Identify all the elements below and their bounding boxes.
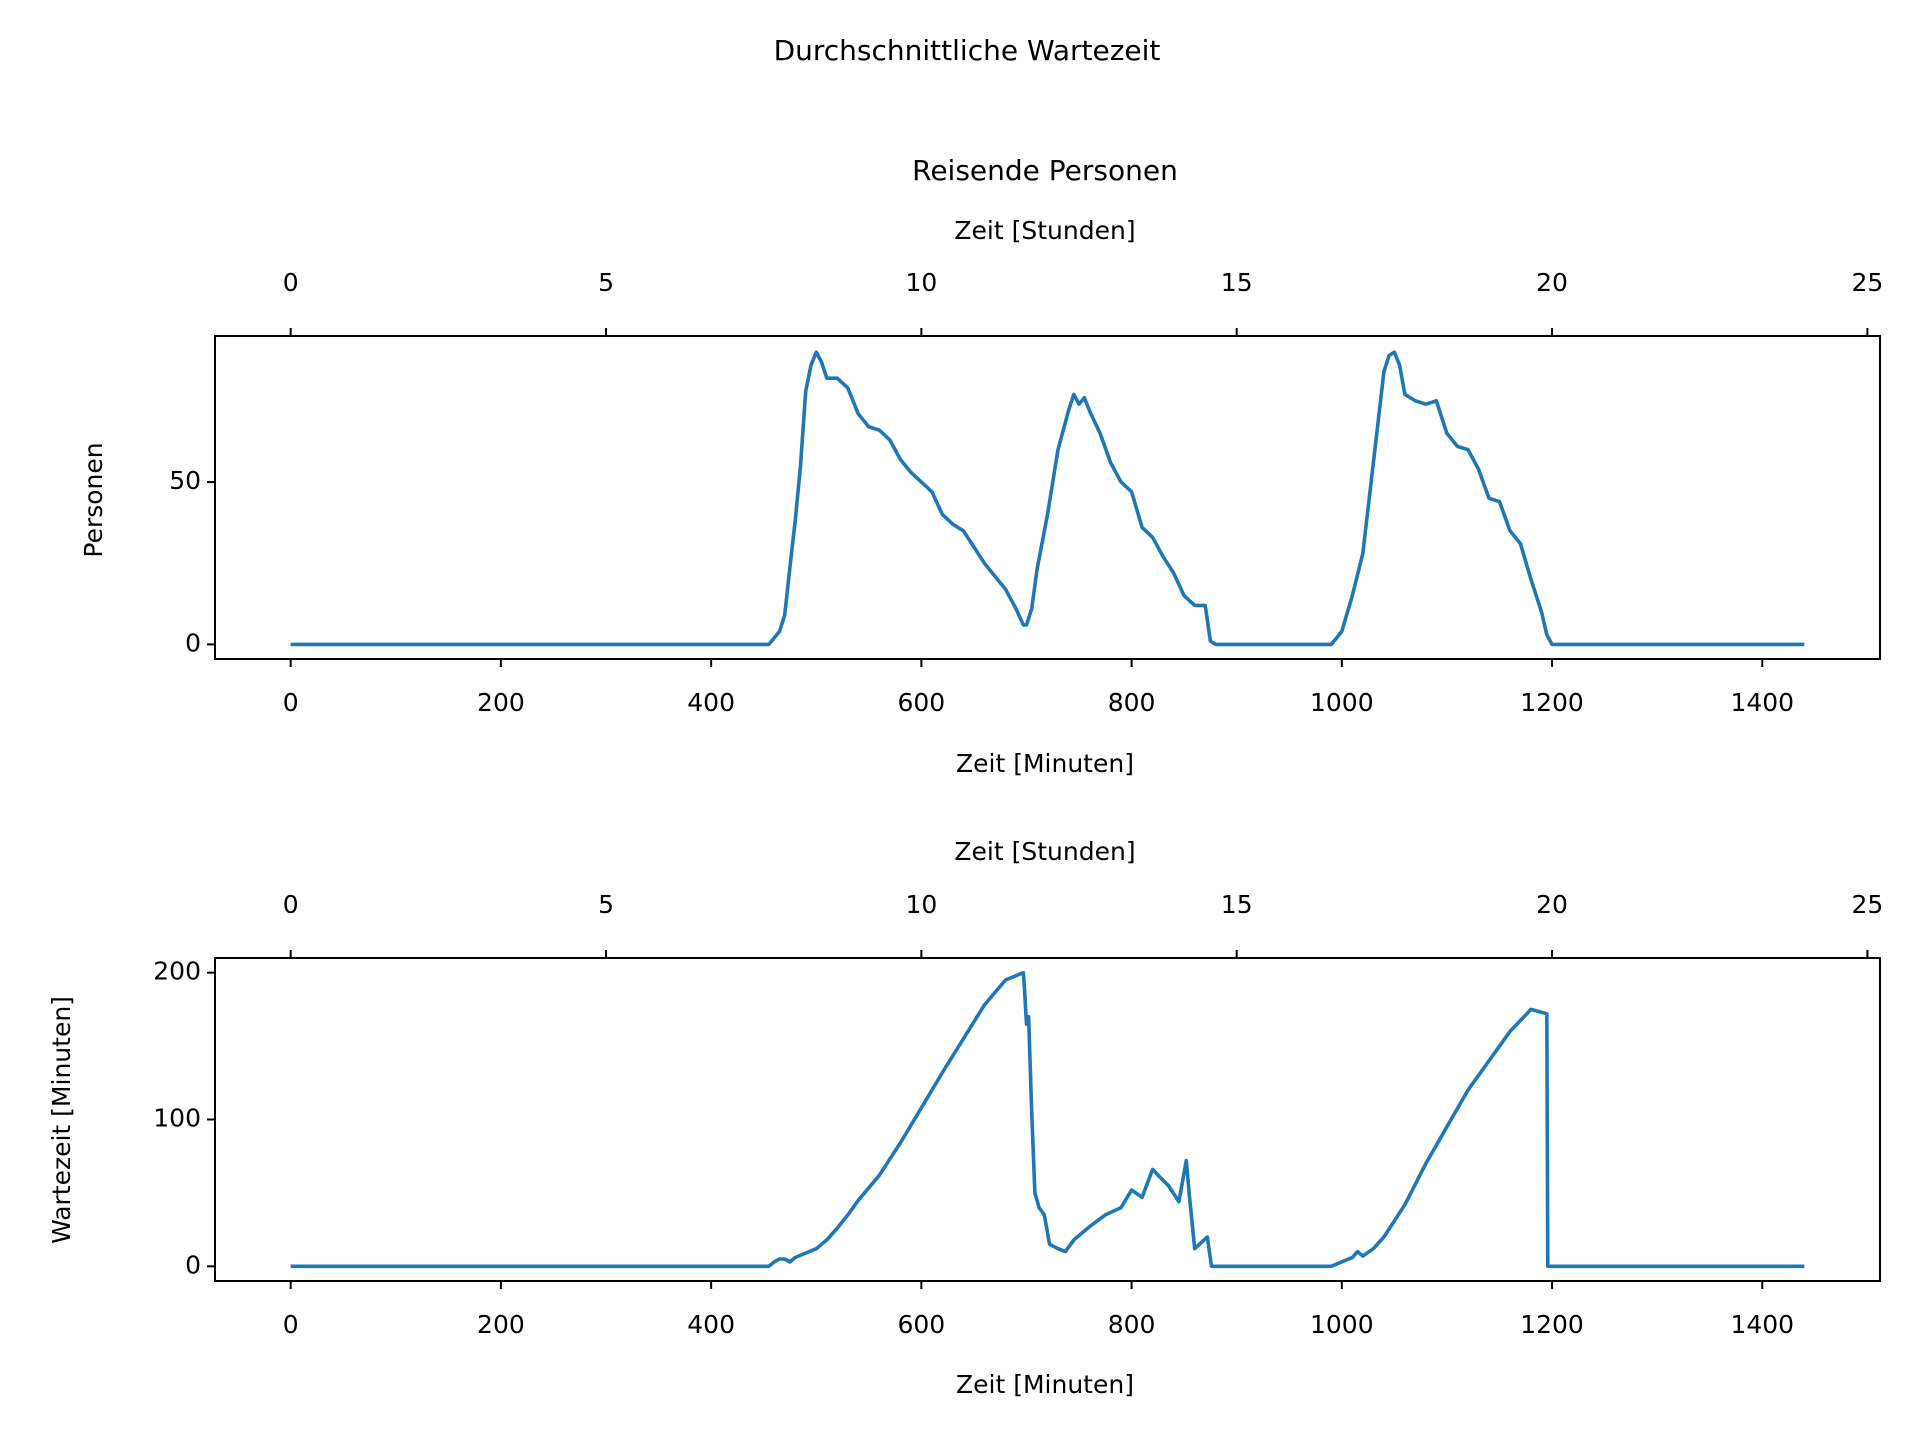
x-tick-label: 1400 [1730,688,1794,717]
secondary-x-tick-label: 0 [283,890,299,919]
series-line [290,350,1805,647]
secondary-x-tick-label: 10 [905,268,937,297]
y-axis-label: Wartezeit [Minuten] [47,996,76,1244]
secondary-x-axis-label: Zeit [Stunden] [954,837,1135,866]
figure-suptitle: Durchschnittliche Wartezeit [774,34,1161,67]
x-axis-label: Zeit [Minuten] [956,1370,1134,1399]
plot-area: 0 200 400 600 800 1000 1200 1400 0 50 0 5 10 15 20 25 [169,268,1883,717]
secondary-x-tick-label: 15 [1221,268,1253,297]
x-tick-label: 1200 [1520,688,1584,717]
chart-title: Reisende Personen [912,154,1178,187]
x-tick-label: 600 [898,1310,946,1339]
x-tick-label: 200 [477,688,525,717]
secondary-x-axis-label: Zeit [Stunden] [954,216,1135,245]
x-tick-label: 1200 [1520,1310,1584,1339]
x-tick-label: 0 [283,688,299,717]
series-line [290,970,1805,1269]
secondary-x-tick-label: 15 [1221,890,1253,919]
secondary-x-tick-label: 25 [1851,890,1883,919]
x-axis-label: Zeit [Minuten] [956,749,1134,778]
secondary-x-tick-label: 10 [905,890,937,919]
plot-area: 0 200 400 600 800 1000 1200 1400 0 100 200 0 5 10 15 20… [153,890,1883,1339]
secondary-x-tick-label: 0 [283,268,299,297]
chart-panel-personen: Reisende Personen Zeit [Stunden] 0 200 400… [79,154,1883,778]
secondary-x-tick-label: 20 [1536,268,1568,297]
x-tick-label: 600 [898,688,946,717]
x-tick-label: 800 [1108,688,1156,717]
y-axis-label: Personen [79,442,108,557]
axes-frame [214,335,1881,660]
secondary-x-tick-label: 20 [1536,890,1568,919]
x-tick-label: 1000 [1310,688,1374,717]
x-tick-label: 1000 [1310,1310,1374,1339]
y-tick-label: 200 [153,957,201,986]
x-tick-label: 1400 [1730,1310,1794,1339]
y-tick-label: 100 [153,1104,201,1133]
secondary-x-tick-label: 5 [598,268,614,297]
y-tick-label: 0 [185,628,201,657]
x-tick-label: 0 [283,1310,299,1339]
chart-panel-wartezeit: Zeit [Stunden] 0 200 400 600 800 1000 1200 1400… [47,837,1883,1399]
x-tick-label: 400 [687,688,735,717]
y-tick-label: 50 [169,466,201,495]
secondary-x-tick-label: 25 [1851,268,1883,297]
x-tick-label: 800 [1108,1310,1156,1339]
x-tick-label: 200 [477,1310,525,1339]
secondary-x-tick-label: 5 [598,890,614,919]
x-tick-label: 400 [687,1310,735,1339]
y-tick-label: 0 [185,1250,201,1279]
